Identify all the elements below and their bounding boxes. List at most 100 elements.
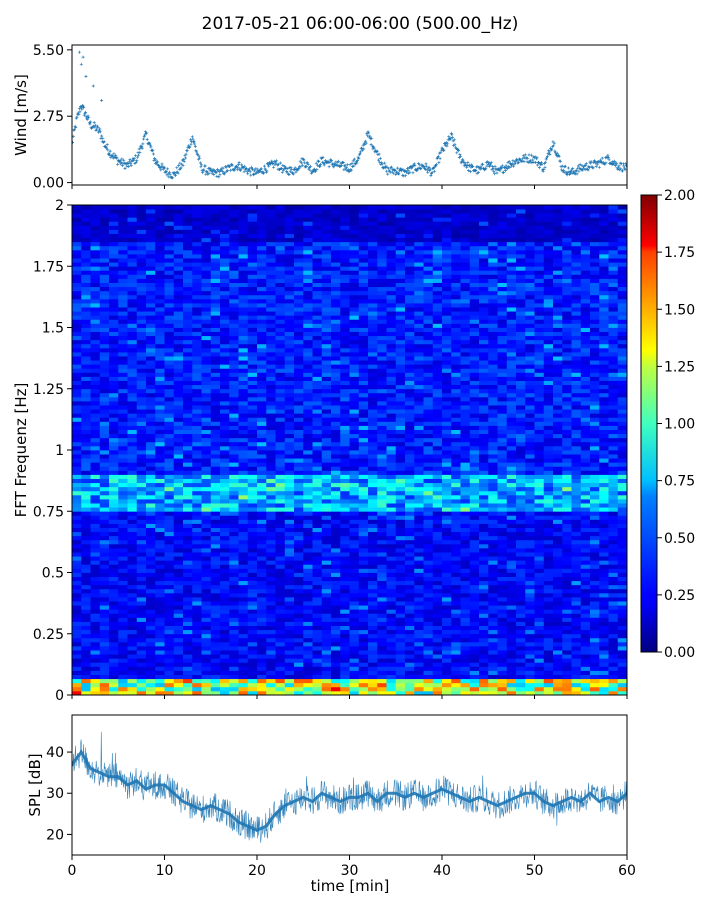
spectrogram-cell [173, 499, 184, 504]
spectrogram-cell [90, 429, 101, 435]
spectrogram-cell [201, 482, 212, 488]
spectrogram-cell [405, 454, 415, 459]
spectrogram-cell [266, 658, 276, 663]
wind-marker [423, 167, 427, 171]
spectrogram-cell [395, 601, 406, 606]
spectrogram-cell [210, 519, 221, 524]
spectrogram-cell [294, 437, 304, 443]
spectrogram-cell [99, 580, 110, 586]
spectrogram-cell [312, 474, 323, 479]
spectrogram-cell [331, 641, 341, 647]
spectrogram-cell [423, 613, 434, 618]
spectrogram-cell [608, 499, 619, 504]
spectrogram-cell [275, 556, 286, 561]
spectrogram-cell [405, 515, 415, 520]
spectrogram-cell [127, 658, 138, 663]
spectrogram-cell [90, 535, 101, 541]
spectrogram-cell [405, 666, 415, 671]
spectrogram-cell [109, 462, 119, 467]
spectrogram-cell [442, 637, 452, 643]
spectrogram-cell [210, 646, 221, 651]
spectrogram-cell [571, 609, 582, 614]
spectrogram-cell [294, 641, 304, 647]
spectrogram-cell [534, 531, 545, 537]
spectrogram-cell [405, 633, 415, 639]
spectrogram-cell [312, 454, 323, 459]
spectrogram-cell [284, 637, 295, 643]
spectrogram-cell [349, 592, 360, 598]
spectrogram-cell [146, 641, 156, 647]
spectrogram-cell [590, 470, 600, 475]
spectrogram-cell [340, 450, 350, 455]
spectrogram-cell [201, 658, 212, 663]
spectrogram-cell [479, 588, 489, 594]
spectrogram-cell [469, 654, 480, 659]
spectrogram-cell [266, 670, 276, 675]
wind-marker [223, 171, 227, 175]
spectrogram-cell [460, 588, 471, 594]
spectrogram-cell [183, 458, 193, 463]
spectrogram-cell [192, 556, 202, 561]
spectrogram-cell [516, 486, 526, 492]
wind-marker [148, 142, 152, 146]
wind-marker [190, 135, 194, 139]
spectrogram-cell [303, 605, 313, 610]
spectrogram-cell [90, 584, 101, 590]
spectrogram-cell [340, 560, 350, 565]
spectrogram-cell [183, 433, 193, 439]
spectrogram-cell [229, 523, 239, 528]
spectrogram-cell [451, 625, 461, 631]
spectrogram-cell [331, 588, 341, 594]
spectrogram-cell [275, 666, 286, 671]
spectrogram-cell [590, 686, 600, 692]
spectrogram-cell [312, 499, 323, 504]
spectrogram-cell [164, 629, 175, 635]
wind-marker [108, 149, 112, 153]
spectrogram-cell [377, 568, 387, 573]
spectrogram-cell [608, 601, 619, 606]
spectrogram-cell [321, 650, 332, 655]
spectrogram-cell [543, 531, 554, 537]
spectrogram-cell [340, 678, 350, 684]
spectrogram-cell [395, 584, 406, 590]
spectrogram-cell [229, 617, 239, 622]
spectrogram-cell [247, 613, 258, 618]
spectrogram-cell [257, 641, 267, 647]
spectrogram-cell [506, 633, 517, 639]
wind-marker [471, 165, 475, 168]
spectrogram-cell [451, 621, 461, 626]
wind-marker [259, 167, 263, 171]
spectrogram-cell [479, 548, 489, 553]
spectrogram-cell [257, 507, 267, 512]
spectrogram-cell [155, 592, 165, 598]
spectrogram-cell [580, 658, 591, 663]
wind-marker [108, 153, 112, 157]
spectrogram-cell [377, 597, 387, 602]
wind-marker [515, 158, 519, 162]
spectrogram-cell [377, 523, 387, 528]
spectrogram-cell [377, 425, 387, 430]
spectrogram-cell [562, 564, 572, 569]
spectrogram-cell [99, 625, 110, 631]
spectrogram-cell [377, 539, 387, 545]
spectrogram-cell [247, 494, 258, 500]
spectrogram-cell [432, 535, 443, 541]
spectrogram-cell [506, 511, 517, 516]
spectrogram-cell [571, 617, 582, 622]
spectrogram-cell [405, 503, 415, 508]
spectrogram-cell [358, 629, 369, 635]
spectrogram-cell [358, 433, 369, 439]
spectrogram-cell [238, 478, 249, 484]
wind-marker [219, 168, 223, 172]
spectrogram-cell [599, 629, 609, 635]
spectrogram-cell [479, 572, 489, 577]
spectrogram-cell [358, 511, 369, 516]
spectrogram-cell [562, 494, 572, 500]
spectrogram-cell [99, 441, 110, 447]
spectrogram-cell [516, 682, 526, 688]
spectrogram-cell [238, 584, 249, 590]
spectrogram-cell [442, 543, 452, 549]
spectrogram-cell [275, 548, 286, 553]
spectrogram-cell [303, 482, 313, 488]
wind-marker [452, 138, 456, 142]
